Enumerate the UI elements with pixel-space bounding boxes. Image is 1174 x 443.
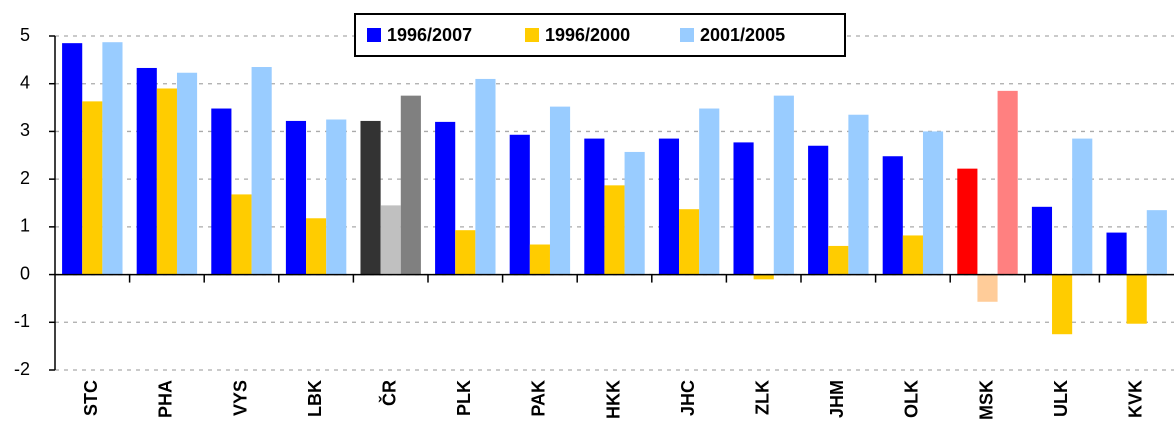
legend-box — [354, 13, 846, 57]
legend-swatch — [367, 28, 381, 42]
legend: 1996/2007 1996/2000 2001/2005 — [354, 13, 846, 57]
bar — [604, 185, 625, 275]
bar — [922, 131, 944, 275]
y-tick-label: 3 — [20, 120, 30, 140]
x-tick-label: ULK — [1051, 380, 1071, 417]
bar — [997, 90, 1018, 275]
x-tick-label: STC — [81, 380, 101, 416]
bar — [102, 42, 123, 275]
bar — [848, 114, 869, 275]
bar — [82, 101, 103, 275]
bar — [251, 67, 272, 275]
bar — [584, 138, 605, 275]
bar — [231, 194, 252, 275]
bar — [624, 151, 645, 275]
bar — [773, 95, 794, 275]
y-tick-label: 4 — [20, 72, 30, 92]
bar — [902, 235, 923, 275]
x-tick-label: OLK — [902, 380, 922, 418]
x-tick-label: PLK — [454, 380, 474, 416]
bar — [455, 230, 476, 275]
x-tick-label: JHC — [678, 380, 698, 416]
bar — [509, 134, 530, 275]
legend-swatch — [525, 28, 539, 42]
x-tick-label: MSK — [976, 380, 996, 420]
bar — [808, 145, 829, 275]
y-tick-label: 5 — [20, 25, 30, 45]
bar — [733, 142, 754, 275]
bar — [753, 274, 774, 280]
legend-label: 1996/2000 — [545, 25, 630, 45]
x-tick-label: ČR — [378, 380, 399, 406]
bar — [1052, 274, 1073, 335]
bar — [549, 106, 571, 275]
bar — [699, 108, 720, 275]
bar — [211, 108, 232, 275]
x-tick-label: HKK — [603, 380, 623, 419]
x-tick-label: LBK — [305, 380, 325, 417]
x-tick-label: ZLK — [752, 380, 772, 415]
bar — [828, 245, 849, 275]
bar — [529, 244, 550, 275]
x-tick-label: JHM — [827, 380, 847, 418]
bar — [156, 88, 177, 275]
bar — [62, 43, 83, 275]
legend-label: 2001/2005 — [700, 25, 785, 45]
bar — [977, 274, 998, 302]
bar — [1126, 274, 1147, 324]
bar — [435, 121, 456, 275]
y-tick-label: 1 — [20, 216, 30, 236]
y-tick-label: -2 — [14, 359, 30, 379]
bar — [306, 218, 327, 275]
bar — [957, 168, 978, 275]
bar — [1031, 206, 1053, 275]
x-tick-label: VYS — [230, 380, 250, 416]
bar — [658, 138, 680, 275]
bar — [1146, 210, 1167, 275]
bar — [380, 205, 401, 275]
bar — [1106, 232, 1127, 275]
bar — [475, 78, 496, 275]
bar — [136, 67, 157, 275]
x-tick-label: PAK — [529, 380, 549, 417]
bar — [176, 72, 198, 275]
legend-label: 1996/2007 — [387, 25, 472, 45]
x-tick-label: KVK — [1125, 380, 1145, 418]
bar — [1072, 138, 1093, 275]
y-tick-label: 2 — [20, 168, 30, 188]
x-tick-label: PHA — [156, 380, 176, 418]
bar — [882, 156, 903, 275]
bar — [326, 119, 347, 275]
y-tick-label: 0 — [20, 263, 30, 283]
y-tick-label: -1 — [14, 311, 30, 331]
bar — [360, 120, 381, 275]
bar — [400, 95, 421, 275]
legend-swatch — [680, 28, 694, 42]
bar — [285, 120, 307, 275]
bar — [679, 209, 700, 275]
